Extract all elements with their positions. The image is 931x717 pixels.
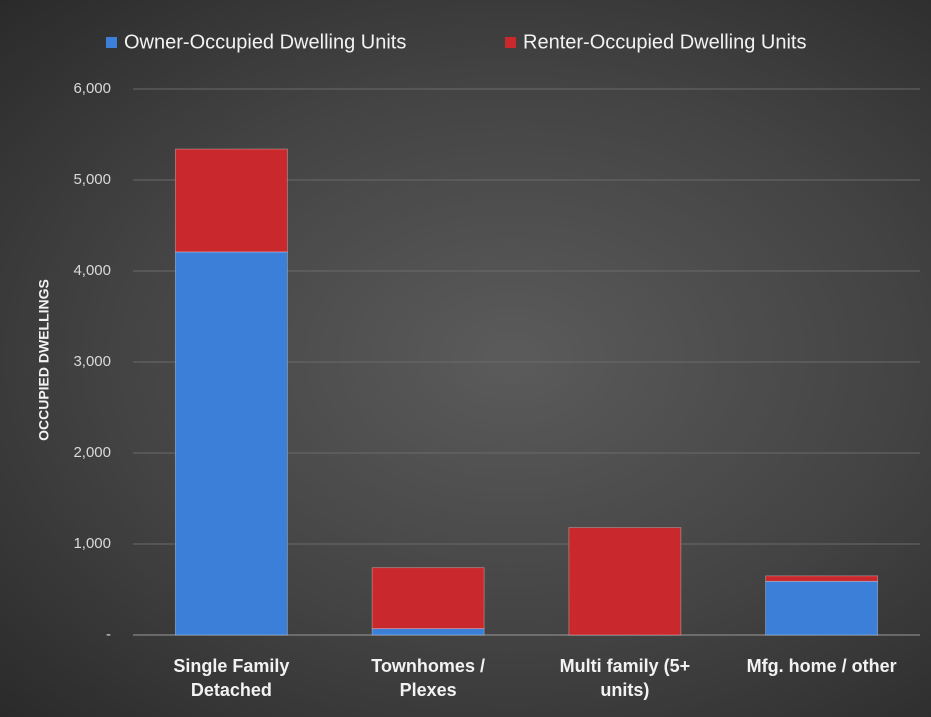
legend-label: Renter-Occupied Dwelling Units bbox=[523, 31, 806, 53]
y-tick-label: 3,000 bbox=[73, 353, 111, 370]
y-tick-label: 5,000 bbox=[73, 171, 111, 188]
bar-segment bbox=[568, 527, 682, 636]
y-axis-label: OCCUPIED DWELLINGS bbox=[36, 279, 52, 441]
x-tick-label: Multi family (5+ units) bbox=[559, 656, 691, 700]
y-tick-label: 4,000 bbox=[73, 262, 111, 279]
bar-segment bbox=[765, 575, 879, 582]
legend-label: Owner-Occupied Dwelling Units bbox=[124, 31, 406, 53]
bar-segment bbox=[371, 567, 485, 630]
legend-swatch bbox=[106, 37, 117, 48]
x-tick-label: Townhomes / Plexes bbox=[371, 656, 485, 700]
legend-swatch bbox=[505, 37, 516, 48]
x-tick-label: Single Family Detached bbox=[173, 656, 290, 700]
bar-segment bbox=[174, 251, 288, 636]
y-tick-label: - bbox=[106, 626, 111, 643]
y-tick-label: 2,000 bbox=[73, 444, 111, 461]
x-tick-label: Mfg. home / other bbox=[746, 656, 897, 676]
bar-segment bbox=[765, 580, 879, 636]
bar-segment bbox=[371, 628, 485, 636]
y-tick-label: 1,000 bbox=[73, 535, 111, 552]
y-tick-label: 6,000 bbox=[73, 80, 111, 97]
bar-segment bbox=[174, 148, 288, 253]
